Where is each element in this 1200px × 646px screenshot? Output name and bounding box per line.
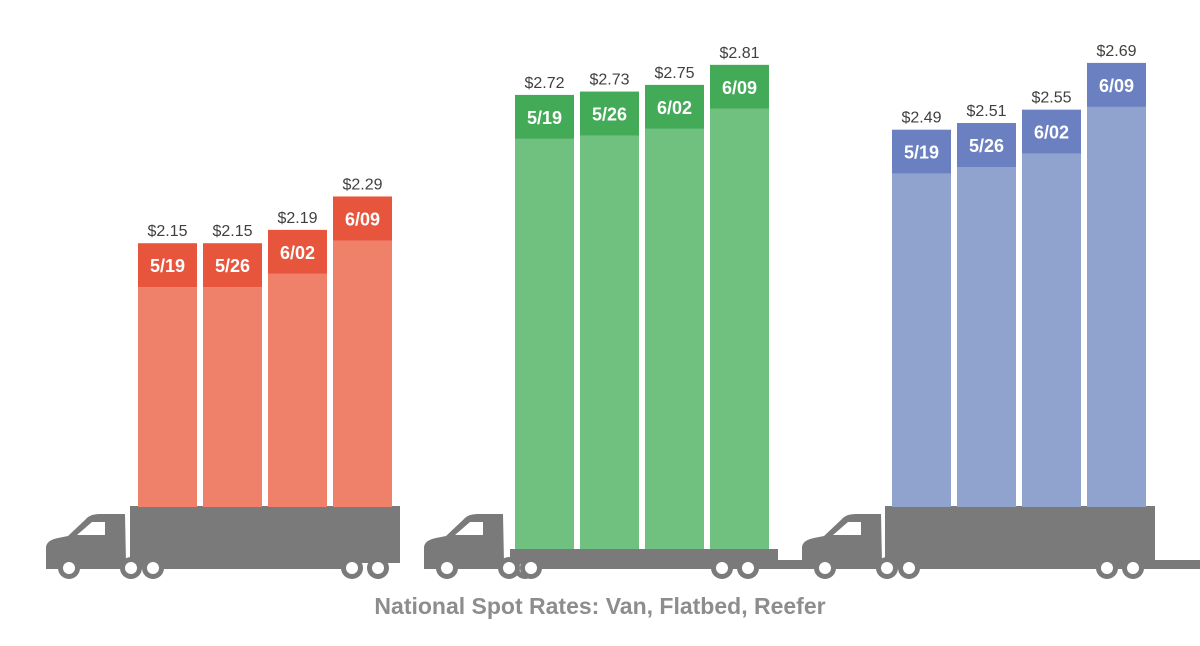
wheel-hub xyxy=(881,562,893,574)
bar-cap-reefer-6/02 xyxy=(1022,109,1081,154)
bar-cap-van-6/09 xyxy=(333,196,392,241)
bar-value-label: $2.73 xyxy=(589,72,629,89)
bar-value-label: $2.15 xyxy=(212,223,252,240)
bar-reefer-6/09 xyxy=(1087,106,1146,508)
bar-group-van: 5/19 $2.15 5/26 $2.15 6/02 $2.19 6/09 $2.29 xyxy=(138,176,392,507)
cab-window xyxy=(833,522,861,535)
truck-reefer xyxy=(802,506,1200,579)
bar-category-label: 5/26 xyxy=(592,105,627,125)
wheel-hub xyxy=(1127,562,1139,574)
bar-value-label: $2.72 xyxy=(524,75,564,92)
cab-window xyxy=(77,522,105,535)
wheel-hub xyxy=(525,562,537,574)
bar-reefer-5/26 xyxy=(957,167,1016,507)
bar-van-5/26 xyxy=(203,287,262,507)
bar-flatbed-6/02 xyxy=(645,128,704,549)
bar-value-label: $2.69 xyxy=(1096,43,1136,60)
bar-value-label: $2.51 xyxy=(966,103,1006,120)
wheel-hub xyxy=(346,562,358,574)
cab-window xyxy=(455,522,483,535)
bar-category-label: 6/09 xyxy=(345,209,380,229)
bar-cap-van-5/19 xyxy=(138,243,197,288)
bar-value-label: $2.55 xyxy=(1031,90,1071,107)
truck-cab xyxy=(46,514,126,563)
bar-cap-flatbed-6/09 xyxy=(710,64,769,109)
trailer-van xyxy=(130,506,400,563)
bar-category-label: 5/19 xyxy=(904,143,939,163)
bar-cap-van-5/26 xyxy=(203,243,262,288)
wheel-hub xyxy=(441,562,453,574)
wheel-hub xyxy=(372,562,384,574)
truck-flatbed xyxy=(424,514,1114,579)
bar-category-label: 5/26 xyxy=(215,256,250,276)
bar-van-6/09 xyxy=(333,240,392,507)
trailer-frame xyxy=(510,558,778,568)
wheel-hub xyxy=(819,562,831,574)
bar-value-label: $2.29 xyxy=(342,176,382,193)
truck-cab xyxy=(424,514,504,563)
truck-chassis xyxy=(46,560,358,569)
bar-cap-reefer-5/26 xyxy=(957,123,1016,168)
bar-category-label: 5/19 xyxy=(527,108,562,128)
bar-category-label: 5/19 xyxy=(150,256,185,276)
wheel-hub xyxy=(63,562,75,574)
wheel-hub xyxy=(125,562,137,574)
chart-title: National Spot Rates: Van, Flatbed, Reefe… xyxy=(374,593,826,619)
bar-cap-reefer-5/19 xyxy=(892,129,951,174)
bar-category-label: 6/02 xyxy=(280,243,315,263)
bar-category-label: 6/02 xyxy=(1034,123,1069,143)
bar-value-label: $2.19 xyxy=(277,210,317,227)
wheel-hub xyxy=(903,562,915,574)
bar-reefer-5/19 xyxy=(892,173,951,507)
bar-group-flatbed: 5/19 $2.72 5/26 $2.73 6/02 $2.75 6/09 $2.81 xyxy=(515,45,769,549)
bar-van-5/19 xyxy=(138,287,197,507)
truck-van xyxy=(46,506,400,579)
bar-value-label: $2.15 xyxy=(147,223,187,240)
bar-cap-reefer-6/09 xyxy=(1087,62,1146,107)
bar-cap-van-6/02 xyxy=(268,229,327,274)
bar-value-label: $2.75 xyxy=(654,65,694,82)
bar-cap-flatbed-5/19 xyxy=(515,94,574,139)
bar-category-label: 6/09 xyxy=(1099,76,1134,96)
bar-flatbed-6/09 xyxy=(710,108,769,549)
wheel-hub xyxy=(1101,562,1113,574)
bar-flatbed-5/26 xyxy=(580,135,639,549)
wheel-hub xyxy=(147,562,159,574)
bar-category-label: 6/02 xyxy=(657,98,692,118)
bar-cap-flatbed-6/02 xyxy=(645,84,704,129)
wheel-hub xyxy=(742,562,754,574)
truck-chassis xyxy=(802,560,1200,569)
bar-reefer-6/02 xyxy=(1022,153,1081,507)
wheel-hub xyxy=(503,562,515,574)
bar-category-label: 5/26 xyxy=(969,136,1004,156)
bar-value-label: $2.49 xyxy=(901,110,941,127)
bar-van-6/02 xyxy=(268,273,327,507)
bar-cap-flatbed-5/26 xyxy=(580,91,639,136)
bar-category-label: 6/09 xyxy=(722,78,757,98)
wheel-hub xyxy=(716,562,728,574)
bar-value-label: $2.81 xyxy=(719,45,759,62)
trailer-reefer xyxy=(885,506,1155,563)
truck-cab xyxy=(802,514,882,563)
bar-group-reefer: 5/19 $2.49 5/26 $2.51 6/02 $2.55 6/09 $2.69 xyxy=(892,43,1146,508)
bar-flatbed-5/19 xyxy=(515,138,574,549)
